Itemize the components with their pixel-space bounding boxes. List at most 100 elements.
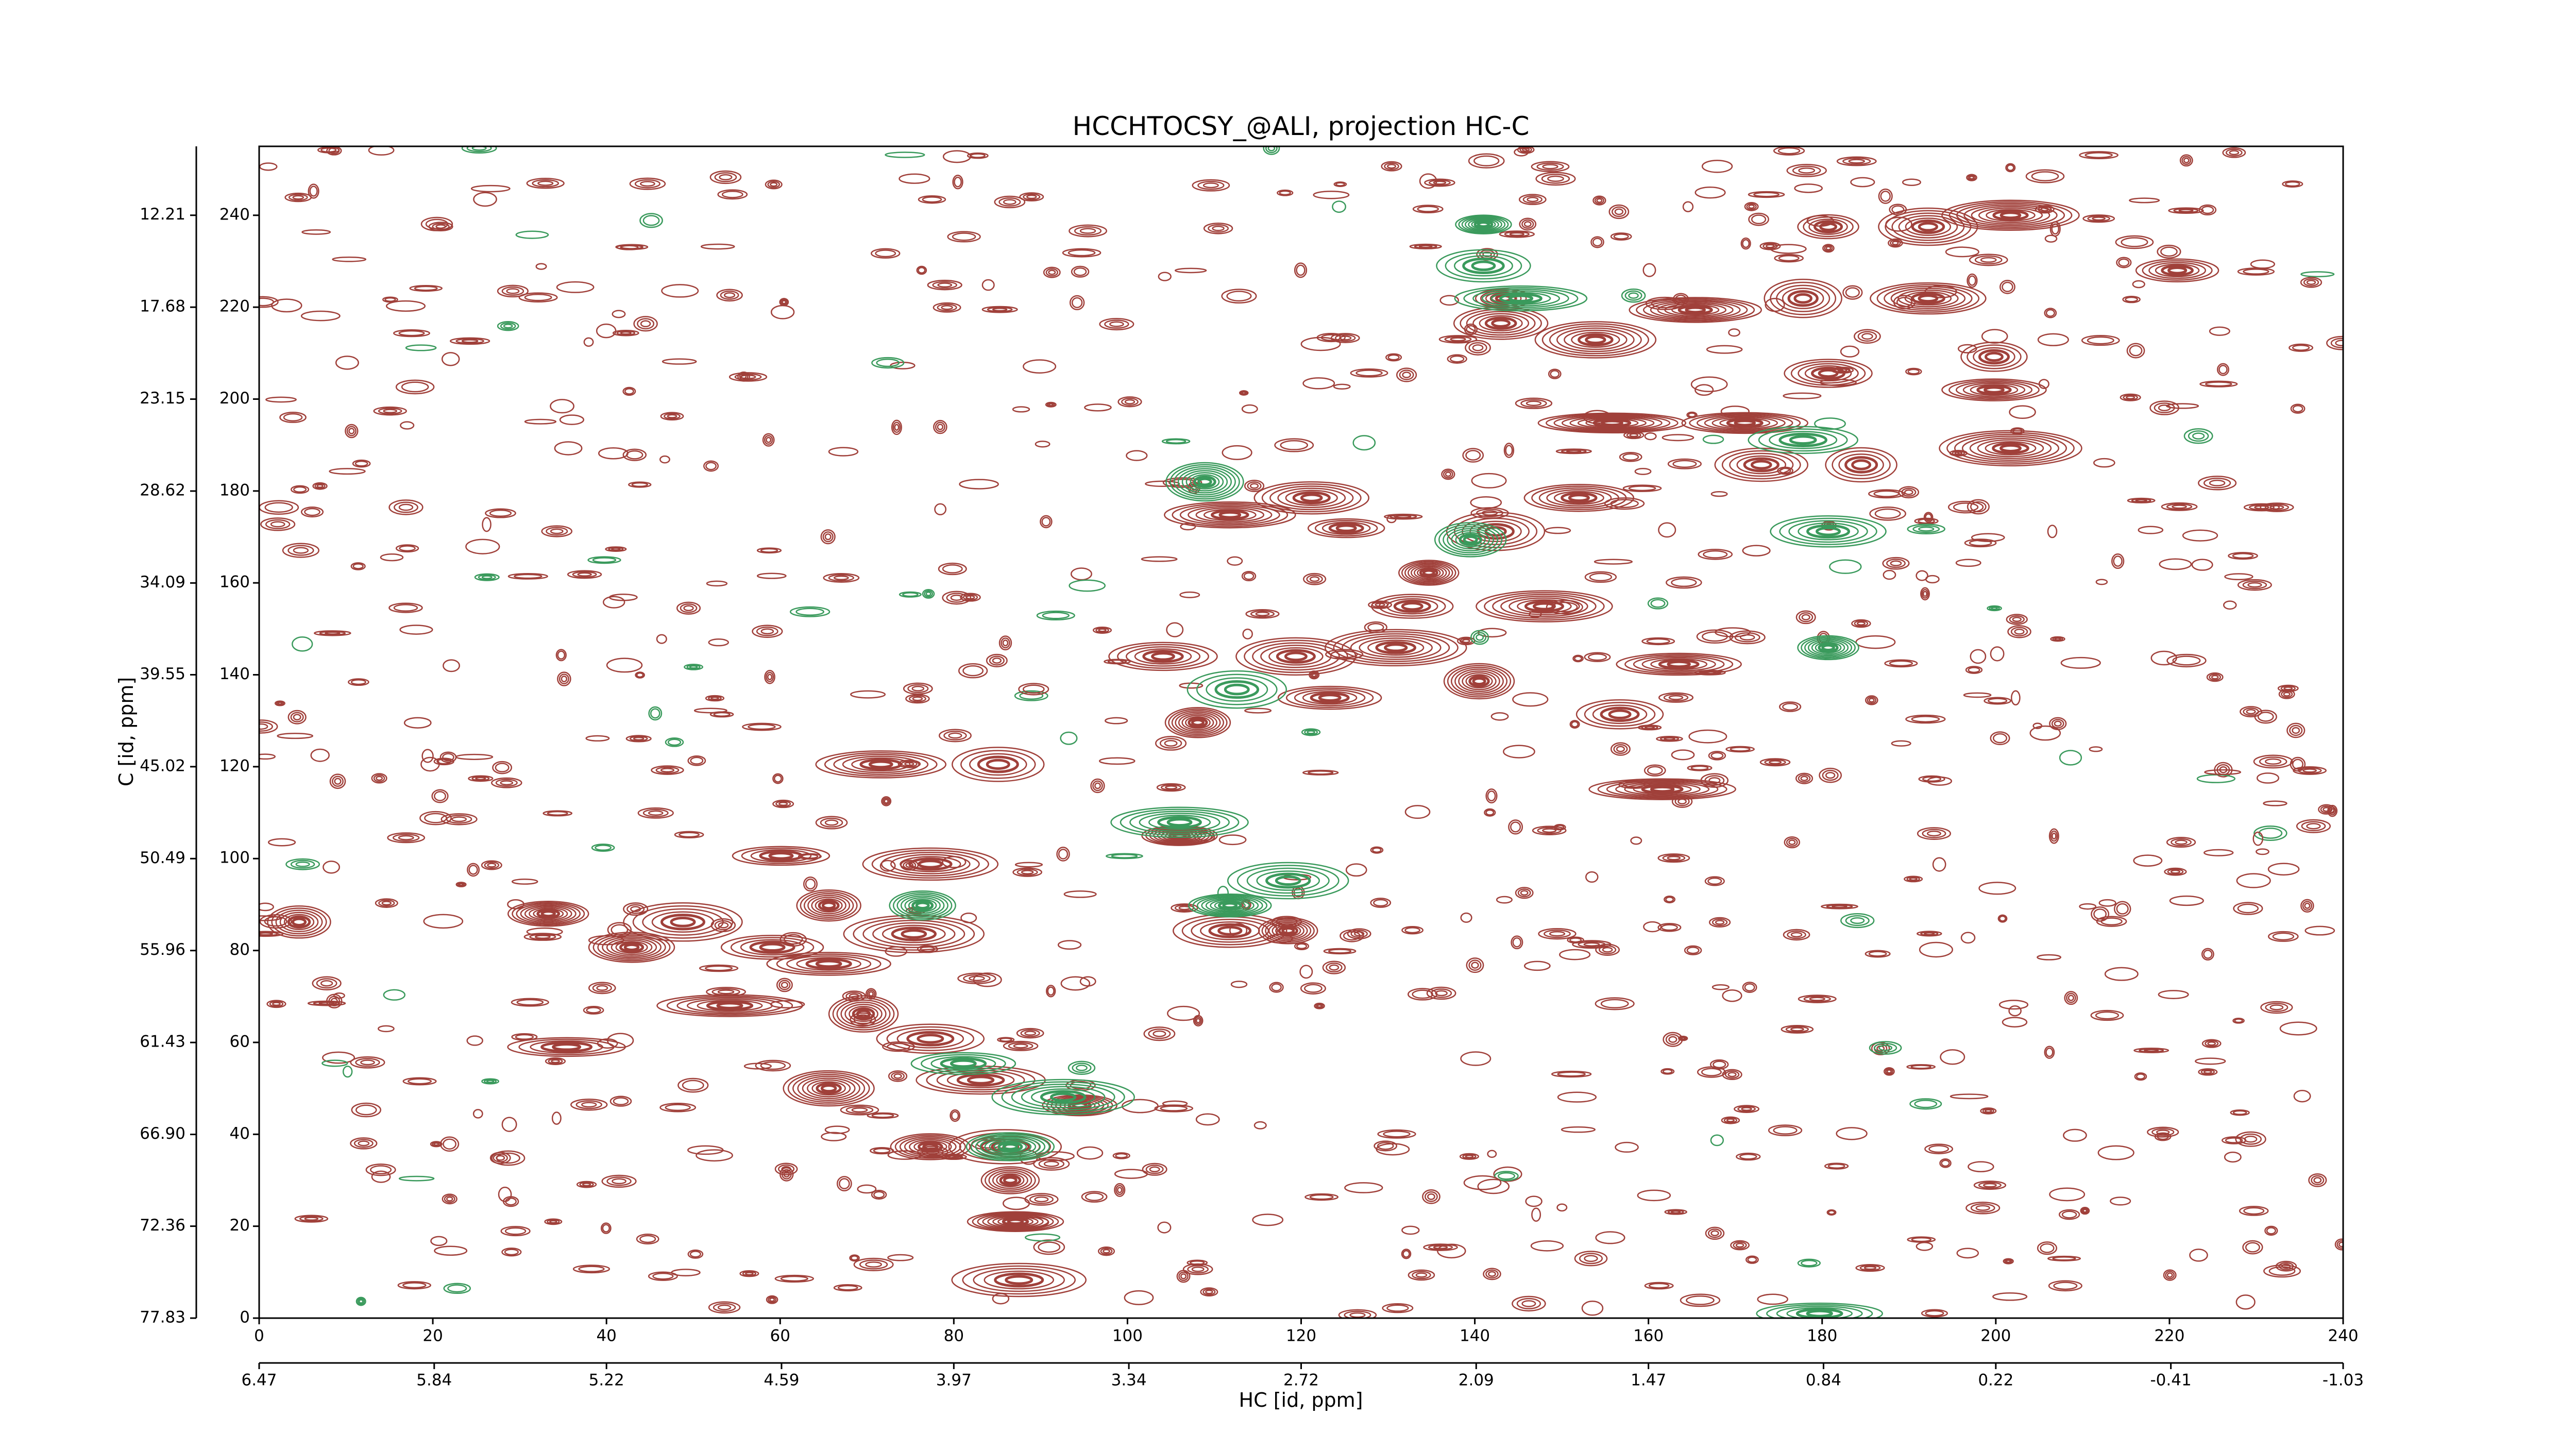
noise-contour bbox=[1857, 331, 1877, 342]
noise-contour bbox=[408, 1078, 432, 1085]
noise-contour bbox=[922, 588, 935, 599]
noise-contour bbox=[989, 655, 1005, 666]
noise-contour bbox=[1070, 1081, 1092, 1090]
contour-ring bbox=[896, 1029, 964, 1049]
noise-contour bbox=[1886, 559, 1906, 568]
peak bbox=[1784, 359, 1873, 388]
noise-contour bbox=[1865, 695, 1878, 705]
noise-contour bbox=[333, 992, 345, 999]
contour-ring bbox=[999, 1174, 1022, 1186]
noise-contour bbox=[572, 1265, 611, 1274]
noise-contour bbox=[485, 508, 516, 518]
peak bbox=[1537, 412, 1687, 434]
noise-contour bbox=[1662, 854, 1686, 862]
noise-contour bbox=[2292, 727, 2300, 734]
noise-contour bbox=[766, 671, 774, 682]
noise-contour bbox=[2285, 181, 2300, 187]
contour-ring bbox=[880, 851, 980, 877]
noise-contour bbox=[2269, 505, 2284, 510]
noise-contour bbox=[1117, 396, 1142, 408]
noise-contour bbox=[2167, 868, 2184, 875]
noise-contour bbox=[1333, 383, 1351, 390]
noise-contour bbox=[1026, 194, 1037, 199]
noise-contour bbox=[1100, 1248, 1113, 1255]
noise-contour bbox=[2008, 1005, 2022, 1017]
contour-ring bbox=[891, 926, 937, 941]
noise-contour bbox=[2044, 1046, 2055, 1059]
contour-ring bbox=[1992, 210, 2029, 221]
noise-contour bbox=[451, 816, 467, 822]
noise-contour bbox=[2265, 1003, 2289, 1012]
noise-contour bbox=[1795, 772, 1814, 784]
noise-contour bbox=[1968, 275, 1976, 286]
noise-contour bbox=[1166, 622, 1184, 637]
noise-contour bbox=[1192, 179, 1230, 192]
contour-ring bbox=[1615, 782, 1710, 797]
noise-contour bbox=[2138, 526, 2164, 534]
noise-contour bbox=[828, 447, 859, 457]
noise-contour bbox=[1711, 984, 1730, 990]
noise-contour bbox=[559, 414, 584, 425]
noise-contour bbox=[2113, 555, 2123, 567]
x2-tick-label: 5.22 bbox=[589, 1371, 624, 1390]
noise-contour bbox=[1759, 242, 1781, 250]
contour-ring bbox=[796, 957, 861, 971]
noise-contour bbox=[1014, 690, 1048, 701]
noise-contour bbox=[821, 1132, 847, 1141]
noise-contour bbox=[1115, 1153, 1128, 1158]
noise-contour bbox=[314, 483, 326, 489]
noise-contour bbox=[526, 178, 565, 189]
noise-contour bbox=[682, 1080, 704, 1091]
noise-contour bbox=[2158, 405, 2171, 411]
noise-contour bbox=[774, 1162, 798, 1175]
noise-contour bbox=[639, 1235, 656, 1243]
contour-ring bbox=[948, 1129, 1062, 1165]
noise-contour bbox=[899, 173, 930, 184]
noise-contour bbox=[760, 628, 774, 635]
noise-contour bbox=[1057, 940, 1082, 950]
noise-contour bbox=[1595, 943, 1620, 956]
contour-ring bbox=[1786, 1307, 1853, 1318]
noise-contour bbox=[348, 678, 369, 686]
noise-contour bbox=[1485, 788, 1498, 804]
noise-contour bbox=[626, 450, 643, 460]
noise-contour bbox=[1795, 610, 1816, 625]
noise-contour bbox=[1916, 570, 1928, 581]
noise-contour bbox=[1470, 630, 1489, 645]
noise-contour bbox=[933, 419, 947, 434]
noise-contour bbox=[1753, 192, 1780, 197]
noise-contour bbox=[455, 882, 467, 887]
noise-contour bbox=[348, 428, 355, 434]
noise-contour bbox=[1850, 177, 1875, 188]
noise-contour bbox=[1418, 245, 1433, 248]
contour-ring bbox=[1967, 344, 2022, 369]
contour-ring bbox=[1804, 637, 1853, 658]
noise-contour bbox=[640, 181, 655, 187]
noise-contour bbox=[1370, 898, 1392, 908]
contour-ring bbox=[1367, 639, 1425, 656]
peak bbox=[1454, 285, 1588, 312]
y-tick-label: 200 bbox=[219, 389, 250, 408]
peak bbox=[1110, 806, 1249, 838]
noise-contour bbox=[1549, 931, 1566, 937]
noise-contour bbox=[583, 337, 594, 347]
noise-contour bbox=[2296, 819, 2331, 833]
noise-contour bbox=[805, 878, 816, 890]
contour-ring bbox=[1227, 862, 1349, 900]
noise-contour bbox=[1891, 205, 1905, 214]
noise-contour bbox=[1587, 653, 1607, 661]
peak bbox=[1108, 642, 1218, 671]
noise-contour bbox=[1445, 471, 1452, 477]
noise-contour bbox=[1503, 745, 1535, 759]
noise-contour bbox=[1584, 571, 1617, 583]
noise-contour bbox=[371, 773, 387, 784]
peak bbox=[2135, 258, 2219, 283]
noise-contour bbox=[1265, 146, 1278, 154]
contour-ring bbox=[967, 1075, 995, 1085]
noise-contour bbox=[2111, 553, 2125, 569]
noise-contour bbox=[2264, 1225, 2278, 1236]
noise-contour bbox=[2047, 1255, 2081, 1261]
noise-contour bbox=[1610, 742, 1631, 756]
noise-contour bbox=[1121, 397, 1139, 406]
contour-ring bbox=[597, 935, 666, 960]
